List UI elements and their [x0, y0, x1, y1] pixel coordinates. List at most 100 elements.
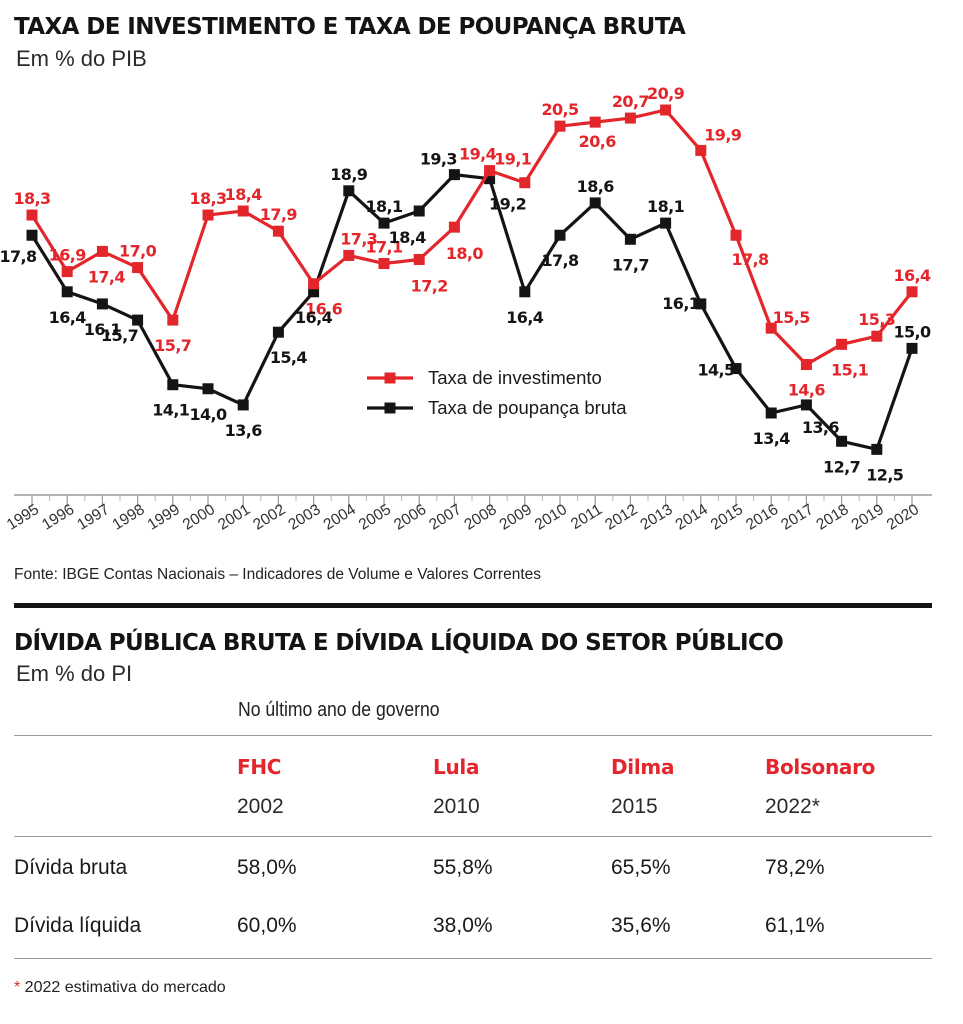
line-chart: 1995199619971998199920002001200220032004… — [0, 84, 932, 534]
table-bottom-rule — [14, 958, 932, 959]
x-tick-label: 2004 — [321, 501, 360, 534]
data-label: 17,7 — [612, 255, 649, 274]
x-tick-label: 2008 — [461, 501, 499, 534]
data-point — [624, 233, 636, 245]
data-label: 15,1 — [831, 360, 869, 379]
data-point — [836, 435, 848, 447]
data-label: 16,4 — [893, 266, 931, 285]
data-point — [800, 399, 812, 411]
data-point — [378, 217, 390, 229]
data-label: 14,6 — [788, 381, 826, 400]
data-label: 18,6 — [577, 177, 615, 196]
table-cell: 58,0% — [237, 856, 297, 879]
data-label: 20,9 — [647, 84, 685, 103]
data-point — [484, 165, 496, 177]
legend: Taxa de investimento Taxa de poupança bru… — [367, 367, 627, 418]
data-label: 18,4 — [389, 228, 427, 247]
legend-label: Taxa de investimento — [428, 367, 602, 388]
chart-title: TAXA DE INVESTIMENTO E TAXA DE POUPANÇA … — [14, 14, 686, 40]
x-tick-label: 2013 — [637, 501, 675, 534]
data-label: 14,5 — [697, 361, 735, 380]
x-tick-label: 2011 — [568, 501, 605, 533]
data-point — [730, 229, 742, 241]
data-label: 17,9 — [260, 205, 298, 224]
x-tick-label: 2012 — [602, 501, 640, 534]
data-point — [871, 443, 883, 455]
data-label: 20,5 — [541, 100, 579, 119]
data-label: 19,3 — [420, 150, 457, 169]
x-tick-label: 1999 — [145, 501, 183, 534]
column-year-lula: 2010 — [433, 795, 480, 818]
table-cell: 35,6% — [611, 914, 671, 937]
data-point — [519, 286, 531, 298]
x-tick-label: 1996 — [39, 501, 77, 534]
data-point — [589, 116, 601, 128]
data-label: 13,6 — [225, 421, 263, 440]
column-year-fhc: 2002 — [237, 795, 284, 818]
data-point — [906, 342, 918, 354]
data-label: 15,3 — [858, 310, 895, 329]
data-point — [871, 330, 883, 342]
data-label: 15,7 — [101, 326, 138, 345]
data-label: 20,7 — [612, 92, 649, 111]
data-point — [96, 245, 108, 257]
data-point — [26, 209, 38, 221]
table-cell: 65,5% — [611, 856, 671, 879]
data-point — [906, 286, 918, 298]
data-label: 12,7 — [823, 457, 860, 476]
data-point — [660, 217, 672, 229]
data-label: 17,1 — [365, 238, 403, 257]
table-cell: 61,1% — [765, 914, 825, 937]
column-head-bolsonaro: Bolsonaro — [765, 755, 876, 779]
data-label: 16,1 — [662, 294, 700, 313]
x-tick-label: 2018 — [813, 501, 851, 534]
data-point — [272, 225, 284, 237]
data-label: 17,8 — [541, 251, 579, 270]
x-tick-label: 1997 — [74, 501, 112, 534]
data-label: 19,4 — [459, 145, 497, 164]
x-axis: 1995199619971998199920002001200220032004… — [4, 494, 932, 534]
data-label: 16,1 — [84, 320, 122, 339]
data-point — [836, 338, 848, 350]
column-year-bolsonaro: 2022* — [765, 795, 820, 818]
data-label: 19,2 — [489, 195, 526, 214]
table-top-rule — [14, 735, 932, 736]
x-tick-label: 2009 — [497, 501, 535, 534]
data-point — [624, 112, 636, 124]
data-label: 12,5 — [866, 465, 904, 484]
data-label: 17,8 — [0, 247, 37, 266]
data-point — [730, 363, 742, 375]
x-tick-label: 2016 — [743, 501, 781, 534]
data-point — [413, 205, 425, 217]
data-point — [308, 286, 320, 298]
data-point — [448, 221, 460, 233]
data-point — [96, 298, 108, 310]
data-point — [132, 314, 144, 326]
data-label: 18,1 — [647, 197, 685, 216]
data-point — [554, 229, 566, 241]
data-point — [765, 322, 777, 334]
x-tick-label: 2005 — [356, 501, 394, 534]
data-label: 16,4 — [506, 308, 544, 327]
x-tick-label: 2000 — [180, 501, 219, 534]
data-point — [237, 205, 249, 217]
data-point — [237, 399, 249, 411]
data-label: 18,4 — [225, 185, 263, 204]
x-tick-label: 2017 — [778, 501, 816, 534]
data-point — [343, 249, 355, 261]
table-cell: 55,8% — [433, 856, 493, 879]
section-divider — [14, 603, 932, 608]
footnote-text: 2022 estimativa do mercado — [20, 979, 226, 996]
data-point — [589, 197, 601, 209]
table-header-rule — [14, 836, 932, 837]
legend-swatch-marker — [384, 372, 396, 384]
data-point — [448, 169, 460, 181]
x-tick-label: 2014 — [673, 501, 712, 534]
data-label: 17,4 — [88, 267, 126, 286]
x-tick-label: 2020 — [884, 501, 923, 534]
data-label: 17,8 — [731, 250, 769, 269]
data-point — [554, 120, 566, 132]
data-point — [519, 177, 531, 189]
x-tick-label: 2015 — [708, 501, 746, 534]
series-layer: 18,316,917,417,015,718,318,417,916,617,3… — [0, 84, 932, 484]
